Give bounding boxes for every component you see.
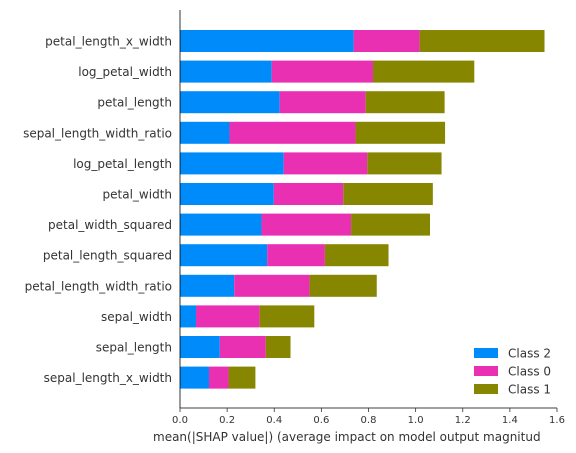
bar-sepal-length-x-width-class-0	[208, 366, 229, 389]
x-tick-label: 0.0	[172, 415, 188, 426]
bar-sepal-length-class-0	[219, 336, 266, 358]
bar-log-petal-length-class-1	[367, 152, 442, 175]
x-tick-label: 1.4	[502, 415, 518, 426]
feature-label: log_petal_width	[78, 65, 172, 79]
feature-labels: petal_length_x_width log_petal_widthpetal…	[23, 35, 172, 386]
bar-petal-width-class-0	[273, 183, 344, 205]
x-tick-label: 0.2	[219, 415, 235, 426]
legend-label: Class 2	[508, 347, 551, 361]
feature-label: sepal_length_width_ratio	[23, 126, 172, 140]
bar-sepal-width-class-0	[196, 305, 260, 328]
bar-sepal-length-width-ratio-class-1	[355, 121, 446, 144]
x-tick-label: 0.8	[361, 415, 377, 426]
bar-petal-width-squared-class-1	[351, 213, 430, 236]
bar-log-petal-length-class-0	[283, 152, 368, 175]
legend: Class 2 Class 0 Class 1	[474, 347, 551, 397]
x-tick-label: 1.0	[408, 415, 424, 426]
bar-petal-length-width-ratio-class-2	[180, 274, 235, 297]
legend-swatch-class-1	[474, 384, 498, 394]
bar-petal-length-class-1	[365, 91, 445, 114]
bar-petal-length-width-ratio-class-1	[309, 274, 377, 297]
bar-petal-length-squared-class-0	[267, 244, 325, 267]
legend-swatch-class-2	[474, 348, 498, 358]
bar-petal-width-squared-class-2	[180, 213, 262, 236]
x-tick-label: 1.6	[549, 415, 565, 426]
bar-petal-width-squared-class-0	[261, 213, 352, 236]
bar-petal-length-squared-class-2	[180, 244, 268, 267]
bar-petal-length-x-width-class-2	[180, 30, 354, 52]
bar-sepal-width-class-2	[180, 305, 197, 328]
bars-layer	[180, 30, 545, 389]
feature-label: petal_width_squared	[48, 218, 172, 232]
bar-sepal-length-x-width-class-2	[180, 366, 209, 389]
x-tick-label: 0.6	[313, 415, 329, 426]
x-tick-label: 0.4	[266, 415, 282, 426]
bar-petal-length-class-0	[279, 91, 366, 114]
feature-label: petal_width	[103, 188, 172, 202]
bar-petal-length-width-ratio-class-0	[234, 274, 310, 297]
bar-petal-length-squared-class-1	[324, 244, 389, 267]
legend-label: Class 0	[508, 365, 551, 379]
bar-petal-length-class-2	[180, 91, 280, 114]
x-tick-label: 1.2	[455, 415, 471, 426]
bar-petal-width-class-1	[343, 183, 433, 205]
feature-label: sepal_width	[101, 310, 172, 324]
bar-petal-length-x-width-class-1	[419, 30, 545, 52]
feature-label: sepal_length_x_width	[44, 371, 172, 385]
bar-log-petal-length-class-2	[180, 152, 284, 175]
bar-sepal-length-x-width-class-1	[228, 366, 256, 389]
bar-sepal-length-width-ratio-class-0	[229, 121, 356, 144]
bar-petal-width-class-2	[180, 183, 274, 205]
feature-label: petal_length_width_ratio	[25, 279, 172, 293]
legend-swatch-class-0	[474, 366, 498, 376]
feature-label: petal_length_x_width	[45, 35, 172, 49]
bar-petal-length-x-width-class-0	[353, 30, 420, 52]
bar-log-petal-width-class-1	[372, 60, 475, 83]
x-axis-ticks: 0.0 0.2 0.4 0.6 0.8 1.0 1.2 1.4 1.6	[172, 408, 565, 426]
bar-sepal-width-class-1	[259, 305, 315, 328]
legend-label: Class 1	[508, 383, 551, 397]
bar-sepal-length-class-2	[180, 336, 220, 358]
feature-label: log_petal_length	[73, 157, 172, 171]
feature-label: petal_length	[97, 96, 172, 110]
bar-log-petal-width-class-2	[180, 60, 272, 83]
feature-label: petal_length_squared	[43, 249, 172, 263]
bar-log-petal-width-class-0	[271, 60, 373, 83]
bar-sepal-length-class-1	[265, 336, 291, 358]
bar-sepal-length-width-ratio-class-2	[180, 121, 230, 144]
x-axis-label: mean(|SHAP value|) (average impact on mo…	[153, 430, 541, 444]
feature-label: sepal_length	[96, 341, 172, 355]
